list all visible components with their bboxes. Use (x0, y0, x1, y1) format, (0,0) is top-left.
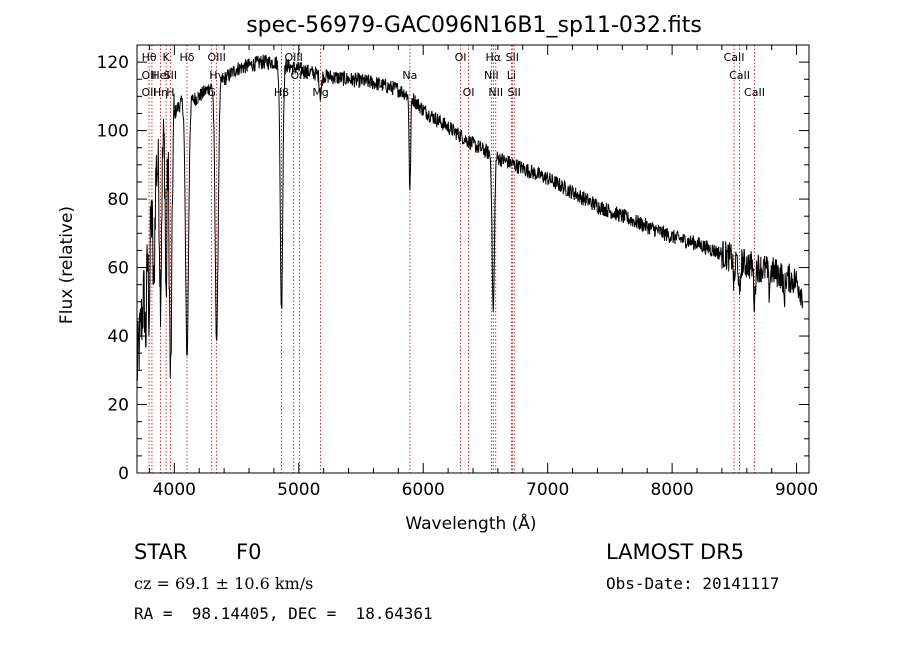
line-label: NII (484, 69, 499, 82)
spectral-line-markers (148, 45, 755, 473)
line-label: HeI (151, 69, 169, 82)
y-tick-label: 120 (97, 53, 129, 73)
object-subclass: F0 (236, 540, 262, 564)
line-label: SII (164, 69, 177, 82)
x-axis-label: Wavelength (Å) (405, 512, 536, 534)
plot-frame (136, 44, 810, 474)
y-axis-label: Flux (relative) (57, 206, 77, 324)
spectrum-line (136, 54, 804, 381)
line-label: CaII (729, 69, 750, 82)
line-label: H (166, 86, 174, 99)
y-tick-label: 20 (107, 396, 129, 416)
x-tick-label: 9000 (775, 480, 818, 500)
line-label: K (163, 51, 171, 64)
y-tick-label: 0 (118, 464, 129, 484)
line-label: Na (402, 69, 417, 82)
line-label: OII (141, 86, 156, 99)
object-class: STAR (134, 540, 188, 564)
redshift-velocity: cz = 69.1 ± 10.6 km/s (134, 574, 314, 593)
line-label: OIII (207, 51, 225, 64)
line-label: Hθ (142, 51, 157, 64)
x-tick-label: 7000 (526, 480, 569, 500)
line-label: OI (463, 86, 475, 99)
line-label: Li (507, 69, 516, 82)
line-label: CaII (724, 51, 745, 64)
line-label: Hδ (180, 51, 195, 64)
y-axis: 0 20 40 60 80 100 120 (97, 53, 809, 484)
line-label: Mg (312, 86, 328, 99)
line-label: SII (506, 51, 519, 64)
y-tick-label: 60 (107, 259, 129, 279)
chart-title: spec-56979-GAC096N16B1_sp11-032.fits (246, 13, 702, 38)
x-axis: 4000 5000 6000 7000 8000 9000 (148, 45, 818, 500)
line-label: G (207, 86, 216, 99)
line-label: Hβ (274, 86, 289, 99)
coordinates: RA = 98.14405, DEC = 18.64361 (134, 604, 433, 623)
y-tick-label: 100 (97, 122, 129, 142)
y-tick-label: 80 (107, 190, 129, 210)
line-label: Hη (153, 86, 168, 99)
y-tick-label: 40 (107, 327, 129, 347)
x-tick-label: 6000 (402, 480, 445, 500)
line-label: OI (455, 51, 467, 64)
line-label: CaII (744, 86, 765, 99)
line-label: NII (488, 86, 503, 99)
line-label: SII (507, 86, 520, 99)
survey-name: LAMOST DR5 (606, 540, 745, 564)
observation-date: Obs-Date: 20141117 (606, 574, 780, 593)
line-label: Hα (486, 51, 502, 64)
x-tick-label: 8000 (650, 480, 693, 500)
x-tick-label: 5000 (277, 480, 320, 500)
line-label: OII (141, 69, 156, 82)
x-tick-label: 4000 (153, 480, 196, 500)
